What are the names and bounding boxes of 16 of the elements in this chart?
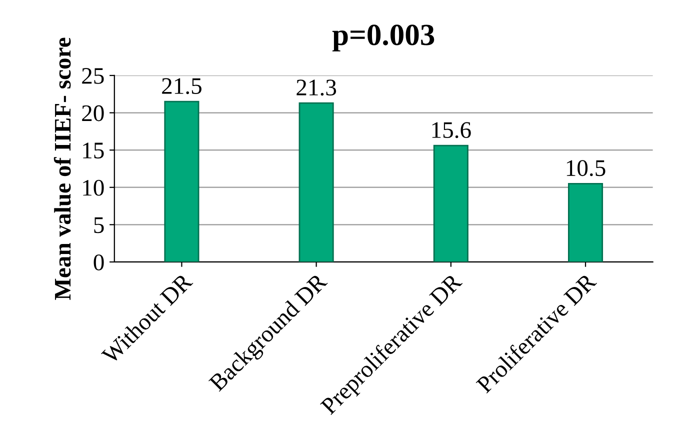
data-label: 21.5 — [162, 78, 202, 94]
chart-title: p=0.003 — [332, 24, 434, 52]
y-tick-label: 0 — [94, 254, 104, 270]
y-tick-label: 5 — [94, 217, 104, 234]
y-tick-label: 10 — [83, 180, 104, 196]
data-label: 10.5 — [566, 160, 606, 176]
bar — [164, 100, 200, 262]
y-axis-title: Mean value of IIEF- score — [54, 38, 71, 300]
y-tick-label: 15 — [83, 142, 104, 158]
data-label: 15.6 — [432, 122, 471, 138]
data-label: 21.3 — [296, 80, 336, 96]
bar — [433, 144, 468, 262]
bar — [568, 182, 604, 262]
bar — [298, 102, 334, 262]
y-tick-label: 20 — [82, 105, 104, 122]
y-tick-label: 25 — [82, 68, 104, 84]
